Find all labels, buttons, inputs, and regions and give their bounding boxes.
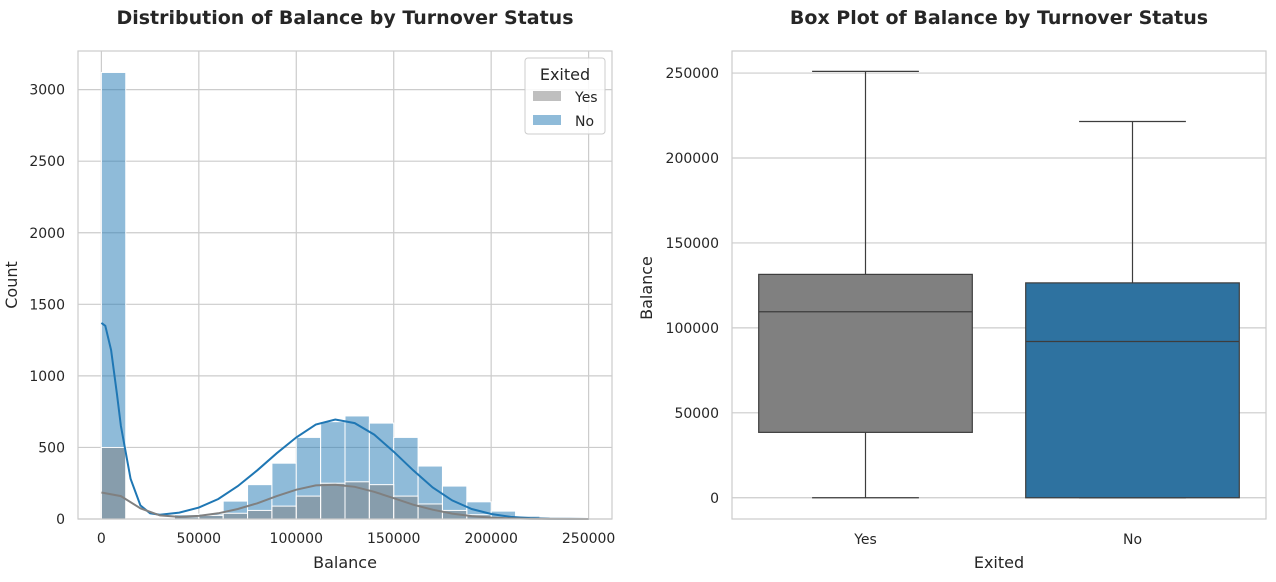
- kde-line-yes: [101, 483, 589, 520]
- histogram-x-tick-label: 100000: [270, 531, 323, 547]
- histogram-x-tick-label: 250000: [562, 531, 615, 547]
- legend-label-yes: Yes: [574, 90, 598, 106]
- histogram-panel: Distribution of Balance by Turnover Stat…: [2, 7, 615, 572]
- boxplot-boxes: [758, 70, 1240, 499]
- boxplot-x-label: Exited: [974, 553, 1024, 572]
- histogram-y-tick-label: 1000: [29, 369, 65, 385]
- boxplot-y-ticks: 0 50000 100000 150000 200000 250000: [666, 66, 719, 507]
- boxplot-y-tick-label: 150000: [666, 236, 719, 252]
- histogram-bar-yes: [295, 495, 322, 520]
- histogram-frame: [77, 50, 613, 520]
- legend-swatch-yes: [533, 91, 561, 101]
- boxplot-y-tick-label: 0: [710, 491, 719, 507]
- boxplot-y-label: Balance: [637, 256, 656, 320]
- boxplot-x-tick-label: Yes: [853, 532, 877, 548]
- histogram-y-label: Count: [2, 261, 21, 309]
- histogram-y-tick-label: 2500: [29, 154, 65, 170]
- boxplot-title: Box Plot of Balance by Turnover Status: [790, 7, 1208, 29]
- histogram-x-tick-label: 0: [97, 531, 106, 547]
- histogram-legend: Exited Yes No: [524, 57, 606, 135]
- histogram-title: Distribution of Balance by Turnover Stat…: [116, 7, 573, 29]
- legend-label-no: No: [575, 114, 594, 130]
- histogram-kde-lines: [100, 322, 589, 520]
- histogram-y-tick-label: 500: [38, 440, 65, 456]
- histogram-grid: [78, 51, 612, 520]
- histogram-x-tick-label: 150000: [367, 531, 420, 547]
- boxplot-y-tick-label: 50000: [674, 406, 719, 422]
- boxplot-y-tick-label: 200000: [666, 151, 719, 167]
- boxplot-frame: [731, 50, 1267, 520]
- box-no: [1025, 282, 1240, 499]
- histogram-bar-yes: [247, 509, 273, 520]
- box-yes: [758, 273, 973, 433]
- kde-line-no: [100, 322, 589, 520]
- histogram-y-tick-label: 2000: [29, 226, 65, 242]
- histogram-y-tick-label: 3000: [29, 83, 65, 99]
- boxplot-y-tick-label: 250000: [666, 66, 719, 82]
- histogram-y-tick-label: 0: [56, 512, 65, 528]
- histogram-bar-yes: [271, 505, 297, 520]
- boxplot-x-tick-label: No: [1123, 532, 1142, 548]
- boxplot-x-ticks: Yes No: [853, 532, 1142, 548]
- histogram-x-label: Balance: [313, 553, 377, 572]
- histogram-bar-yes: [222, 512, 249, 520]
- boxplot-y-tick-label: 100000: [666, 321, 719, 337]
- boxplot-panel: Box Plot of Balance by Turnover Status Y…: [637, 7, 1267, 572]
- histogram-x-tick-label: 200000: [464, 531, 517, 547]
- histogram-y-tick-label: 1500: [29, 297, 65, 313]
- histogram-x-tick-label: 50000: [177, 531, 222, 547]
- histogram-bar-yes: [320, 482, 346, 520]
- histogram-bar-yes: [100, 446, 127, 520]
- legend-title: Exited: [540, 65, 590, 84]
- histogram-y-ticks: 0 500 1000 1500 2000 2500 3000: [29, 83, 65, 528]
- histogram-bar-yes: [368, 484, 395, 520]
- legend-swatch-no: [533, 115, 561, 125]
- histogram-x-ticks: 0 50000 100000 150000 200000 250000: [97, 531, 615, 547]
